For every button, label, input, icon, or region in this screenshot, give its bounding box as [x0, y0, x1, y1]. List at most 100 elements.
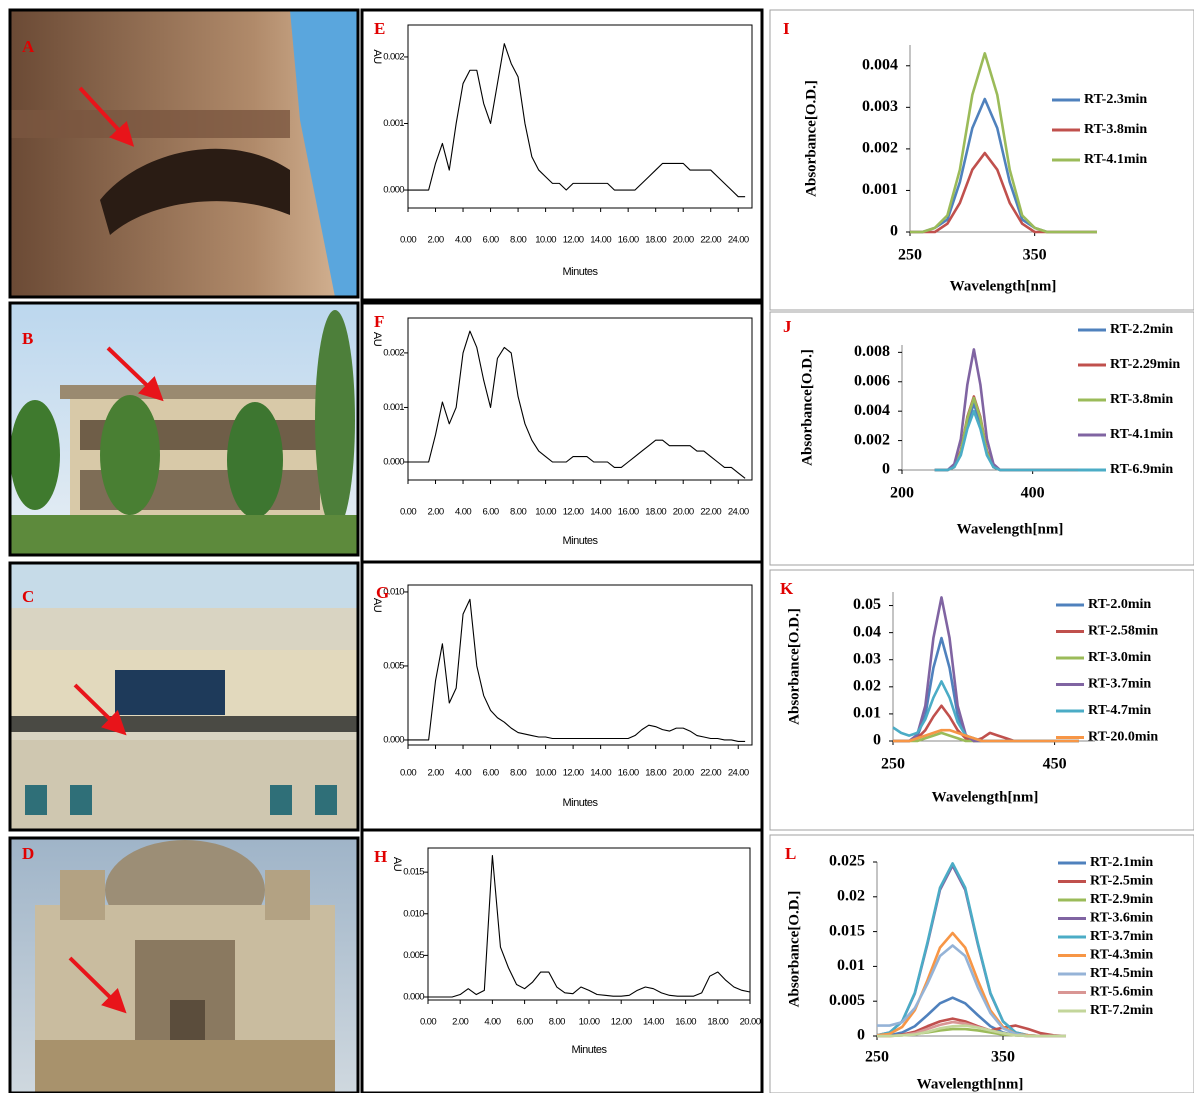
- x-axis-label: Wavelength[nm]: [957, 521, 1064, 537]
- legend-label: RT-3.6min: [1090, 911, 1153, 926]
- x-tick-label: 6.00: [517, 1017, 533, 1028]
- series-line: [910, 151, 1097, 234]
- y-axis-label: AU: [391, 857, 403, 872]
- legend-label: RT-4.3min: [1090, 948, 1153, 963]
- series-line: [876, 931, 1066, 1038]
- x-tick-label: 450: [1043, 756, 1067, 773]
- x-tick-label: 8.00: [510, 235, 526, 246]
- x-tick-label: 12.00: [563, 235, 584, 246]
- panel-frame: [769, 834, 1194, 1093]
- photo-a: [8, 8, 360, 299]
- x-tick-label: 24.00: [728, 768, 749, 779]
- panel-frame: [769, 311, 1194, 566]
- legend-label: RT-4.7min: [1088, 703, 1151, 718]
- x-tick-label: 24.00: [728, 235, 749, 246]
- y-tick-label: 0.002: [383, 347, 404, 358]
- x-tick-label: 0.00: [400, 235, 416, 246]
- y-axis-label: AU: [371, 598, 383, 613]
- x-tick-label: 14.00: [643, 1017, 664, 1028]
- panel-frame: [360, 560, 764, 832]
- panel-frame: [769, 9, 1194, 311]
- legend-label: RT-3.0min: [1088, 650, 1151, 665]
- legend-label: RT-3.7min: [1088, 677, 1151, 692]
- x-axis-label: Minutes: [562, 797, 598, 809]
- series-line: [934, 348, 1092, 472]
- legend-label: RT-4.5min: [1090, 966, 1153, 981]
- y-tick-label: 0.005: [403, 950, 424, 961]
- x-axis-label: Wavelength[nm]: [917, 1076, 1024, 1092]
- legend-label: RT-7.2min: [1090, 1003, 1153, 1018]
- x-tick-label: 2.00: [427, 235, 443, 246]
- plot-frame: [407, 24, 753, 209]
- chromatogram-line: [408, 598, 746, 742]
- legend-label: RT-3.8min: [1110, 392, 1173, 407]
- y-tick-label: 0.04: [853, 623, 881, 640]
- y-tick-label: 0: [873, 732, 881, 749]
- x-tick-label: 20.00: [673, 507, 694, 518]
- y-tick-label: 0: [857, 1027, 865, 1044]
- y-axis-label: AU: [371, 49, 383, 64]
- panel-label: F: [374, 312, 384, 331]
- panel-label: K: [780, 579, 794, 598]
- x-tick-label: 14.00: [590, 235, 611, 246]
- x-tick-label: 6.00: [483, 768, 499, 779]
- photo-label: B: [22, 329, 33, 348]
- photo-label: D: [22, 844, 34, 863]
- x-tick-label: 10.00: [535, 507, 556, 518]
- legend-label: RT-3.7min: [1090, 929, 1153, 944]
- y-tick-label: 0.008: [854, 343, 890, 360]
- x-tick-label: 20.00: [673, 768, 694, 779]
- y-tick-label: 0: [882, 461, 890, 478]
- legend-label: RT-2.29min: [1110, 357, 1180, 372]
- plot-frame: [407, 317, 753, 481]
- legend-label: RT-20.0min: [1088, 730, 1158, 745]
- panel-frame: [360, 301, 764, 564]
- x-tick-label: 6.00: [483, 235, 499, 246]
- photo-label: A: [22, 37, 35, 56]
- y-axis-label: Absorbance[O.D.]: [786, 608, 802, 725]
- y-tick-label: 0.02: [853, 677, 881, 694]
- series-line: [934, 409, 1092, 472]
- photo-b: [8, 301, 360, 557]
- x-tick-label: 2.00: [427, 768, 443, 779]
- x-tick-label: 200: [890, 485, 914, 502]
- panel-label: L: [785, 844, 796, 863]
- x-tick-label: 250: [865, 1049, 889, 1066]
- legend-label: RT-2.2min: [1110, 322, 1173, 337]
- x-tick-label: 250: [881, 756, 905, 773]
- x-axis-label: Minutes: [562, 535, 598, 547]
- legend-label: RT-2.5min: [1090, 874, 1153, 889]
- x-tick-label: 22.00: [700, 507, 721, 518]
- x-axis-label: Minutes: [562, 266, 598, 278]
- legend-label: RT-4.1min: [1084, 152, 1147, 167]
- y-tick-label: 0.005: [383, 660, 404, 671]
- y-tick-label: 0.015: [403, 867, 424, 878]
- y-tick-label: 0.006: [854, 372, 890, 389]
- photo-d: [8, 836, 360, 1093]
- y-tick-label: 0.01: [837, 957, 865, 974]
- x-tick-label: 14.00: [590, 507, 611, 518]
- panel-label: J: [783, 317, 792, 336]
- y-tick-label: 0.001: [383, 402, 404, 413]
- panel-label: H: [374, 847, 387, 866]
- series-line: [877, 1024, 1066, 1038]
- x-tick-label: 350: [991, 1049, 1015, 1066]
- y-tick-label: 0.002: [854, 431, 890, 448]
- legend-label: RT-2.58min: [1088, 624, 1158, 639]
- x-tick-label: 16.00: [618, 507, 639, 518]
- photo-c: [8, 561, 360, 832]
- x-tick-label: 12.00: [611, 1017, 632, 1028]
- y-tick-label: 0.010: [383, 586, 404, 597]
- x-tick-label: 22.00: [700, 235, 721, 246]
- y-tick-label: 0.001: [862, 181, 898, 198]
- x-tick-label: 22.00: [700, 768, 721, 779]
- x-tick-label: 0.00: [420, 1017, 436, 1028]
- x-tick-label: 10.00: [535, 768, 556, 779]
- series-line: [893, 728, 1079, 743]
- y-axis-label: Absorbance[O.D.]: [803, 80, 819, 197]
- y-tick-label: 0.000: [383, 457, 404, 468]
- y-tick-label: 0.004: [862, 56, 898, 73]
- x-tick-label: 2.00: [427, 507, 443, 518]
- plot-frame: [407, 584, 753, 746]
- x-tick-label: 4.00: [484, 1017, 500, 1028]
